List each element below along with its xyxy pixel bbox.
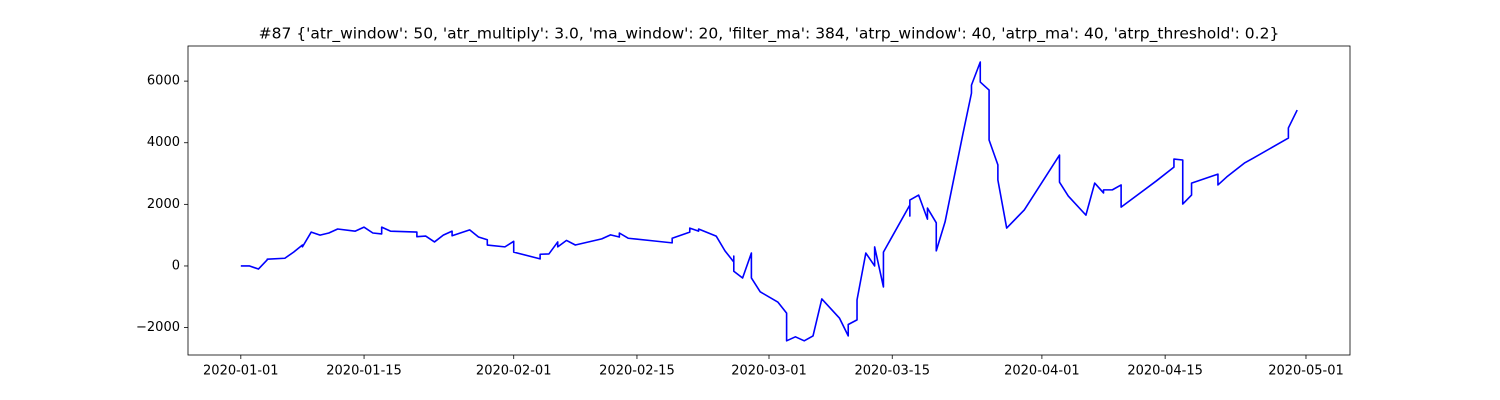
line-series [240, 61, 1298, 342]
y-tick-label: 2000 [147, 197, 180, 212]
y-tick-label: 6000 [147, 74, 180, 89]
chart-title: #87 {'atr_window': 50, 'atr_multiply': 3… [259, 25, 1280, 44]
x-tick-label: 2020-03-15 [854, 364, 930, 379]
x-tick-label: 2020-03-01 [731, 364, 807, 379]
plot-frame [187, 45, 1351, 356]
y-tick-label: −2000 [136, 320, 180, 335]
x-tick-label: 2020-04-01 [1004, 364, 1080, 379]
x-tick-label: 2020-02-01 [476, 364, 552, 379]
x-tick-label: 2020-04-15 [1127, 364, 1203, 379]
x-tick-label: 2020-05-01 [1268, 364, 1344, 379]
x-tick-label: 2020-01-15 [326, 364, 402, 379]
x-tick-label: 2020-01-01 [203, 364, 279, 379]
y-tick-label: 4000 [147, 135, 180, 150]
y-tick-label: 0 [172, 258, 180, 273]
x-tick-label: 2020-02-15 [599, 364, 675, 379]
